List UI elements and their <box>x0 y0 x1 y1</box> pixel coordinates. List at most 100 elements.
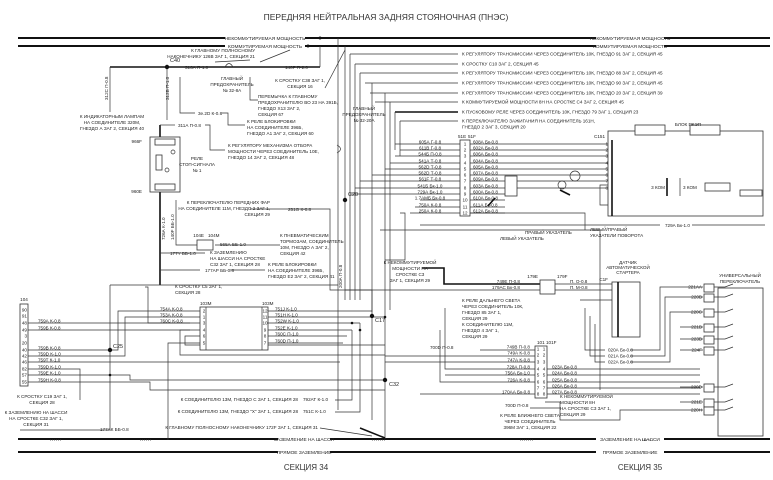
label-sensor-wires-0: 020А Бк-0.8 <box>608 348 633 353</box>
label-connector-101-left-wires-3: 728А П-0.8 <box>507 365 531 370</box>
label-connector-104-pins-6: 40 <box>22 348 28 353</box>
splice-c32-dot <box>382 377 388 383</box>
label-pkep-block-pins-4: 5 <box>605 167 608 172</box>
label-wires-left-w3e2d: 3е.2D К-0.8 <box>198 111 223 116</box>
label-connector-101-right-wires-4: 024А Бк-0.8 <box>552 371 577 376</box>
label-connector-104-wires-8: 759Т К-1.0 <box>38 358 61 363</box>
label-wires-left-w565a: 565А ББ-1.0 <box>220 242 246 247</box>
label-connector-101-pin-right: 2 <box>543 353 546 358</box>
label-notes-right-low-beam-0: К РЕЛЕ БЛИЖНЕГО СВЕТА <box>500 413 561 418</box>
universal-switch-connector <box>703 293 715 303</box>
label-connector-179-right-wires-1: П. М-0.8 <box>570 285 588 290</box>
label-connector-101-pin-right: 6 <box>543 380 546 385</box>
label-connector-51-pins-5: 6 <box>464 173 467 178</box>
label-wires-left-w251g: 251G К-0.8 <box>288 207 312 212</box>
label-connector-101-pin-right: 4 <box>543 367 546 372</box>
label-connector-51-left-wires-6: 561F Т-0.8 <box>419 177 442 182</box>
label-notes-left-interlock-relay-a1-1: НА СОЕДИНИТЕЛЕ 396Б, <box>247 125 303 130</box>
label-pkep-block-pins-5: 6 <box>605 173 608 178</box>
label-connector-51-right-wires-1: 602А Бк-0.8 <box>473 146 498 151</box>
label-universal-switch-connectors-4: 223В <box>691 337 702 342</box>
connector-179-body <box>539 279 556 295</box>
connector-104e-body <box>196 239 214 251</box>
label-pkep-block-pins-0: 1 <box>605 142 608 147</box>
label-splices-c20: C20 <box>348 192 358 198</box>
label-connector-51-left-wires-1: 611В Г-0.8 <box>419 146 442 151</box>
label-connector-104-pins-9: 82 <box>22 367 28 372</box>
label-sensor-connector: С1F <box>599 277 608 282</box>
label-connector-104-pins-5: 20 <box>22 341 28 346</box>
wires <box>20 38 765 440</box>
bus-uncommutated-label-left: НЕКОММУТИРУЕМАЯ МОЩНОСТЬ <box>225 36 306 42</box>
label-notes-left-chassis-c32-31-1: НА СРОСТКЕ С32 ЗАГ 1, <box>9 416 63 421</box>
label-connector-101-pins-0: 1 <box>537 347 540 352</box>
components <box>19 63 764 441</box>
universal-switch-connector <box>703 398 715 408</box>
label-relay-pins-top: 966F <box>132 139 143 144</box>
label-connector-51-pins-7: 8 <box>464 186 467 191</box>
label-connector-51-pins-2: 3 <box>464 154 467 159</box>
label-notes-left-interlock-relay-e2-1: НА СОЕДИНИТЕЛЕ 396Б, <box>268 268 324 273</box>
label-module-103-left-wires-1: 753А К-0.8 <box>160 313 183 318</box>
label-connector-104-wires-6: 759В К-0.8 <box>38 346 61 351</box>
bus-commutated-label-right: КОММУТИРУЕМАЯ МОЩНОСТЬ <box>593 44 667 50</box>
universal-switch-connector <box>703 283 715 293</box>
label-wires-left-w726a: 726А К-1.0 <box>161 217 166 240</box>
label-universal-switch-connectors-1: 220В <box>691 295 702 300</box>
label-pkep-block-pins-1: 2 <box>605 148 608 153</box>
label-notes-left-main-fuse-20-2: № 32-20А <box>353 118 375 123</box>
label-pkep-block-resistors-0: 3 КОМ <box>651 185 665 190</box>
label-notes-left-interlock-relay-a1-2: ГНЕЗДО А1 ЗАГ 2, СЕКЦИЯ 60 <box>247 131 314 136</box>
label-notes-left-conn13m-x: К СОЕДИНИТЕЛЮ 13М, ГНЕЗДО "Х" ЗАГ 1, СЕК… <box>178 409 299 414</box>
label-notes-right-top-2: К РЕГУЛЯТОРУ ТРАНСМИССИИ ЧЕРЕЗ СОЕДИНИТЕ… <box>462 71 663 76</box>
label-universal-switch-connectors-7: 221Е <box>691 400 702 405</box>
label-notes-right-top-0: К РЕГУЛЯТОРУ ТРАНСМИССИИ ЧЕРЕЗ СОЕДИНИТЕ… <box>462 52 663 57</box>
label-connector-104-wires-10: 759Е К-1.0 <box>38 371 61 376</box>
label-notes-right-uncommutated-8h-3: СЕКЦИЯ 29 <box>560 412 586 417</box>
turn-signal-lamp <box>569 170 581 182</box>
label-notes-left-main-lug-bottom: К ГЛАВНОМУ ПОЛНОСНОМУ НАКОНЕЧНИКУ 172F З… <box>165 425 318 430</box>
label-notes-right-uncommutated-8h-2: НА СРОСТКЕ С3 ЗАГ 1, <box>560 406 611 411</box>
label-connector-51-right-wires-10: 611А Бк-0.8 <box>473 203 498 208</box>
section-35-label: СЕКЦИЯ 35 <box>618 463 663 472</box>
label-notes-right-conn11m-2: СЕКЦИЯ 29 <box>462 334 488 339</box>
label-connector-51-right-wires-3: 604А Бк-0.8 <box>473 159 498 164</box>
label-connector-51-left-wires-0: 605А Г-0.8 <box>419 140 442 145</box>
label-notes-left-jumper-1: ПРЕДОХРАНИТЕЛЮ ВО 23 НА 391Б, <box>258 100 338 105</box>
label-connector-101-pin-right: 8 <box>543 392 546 397</box>
label-notes-right-top-6: К ПУСКОВОМУ РЕЛЕ ЧЕРЕЗ СОЕДИНИТЕЛЬ 10К, … <box>462 110 639 115</box>
bus-lines <box>18 37 770 47</box>
label-connector-104-pins-11: 55 <box>22 380 28 385</box>
connector-101-body <box>534 345 548 399</box>
label-module-103-right-wires-2: 752W К-1.0 <box>275 319 299 324</box>
label-connector-101-labels-1: 101F <box>546 340 557 345</box>
label-notes-left-headlight-switch-0: К ПЕРЕКЛЮЧАТЕЛЮ ПЕРЕДНИХ ФАР <box>187 200 270 205</box>
label-pkep-block-pins-3: 4 <box>605 161 608 166</box>
label-connector-101-left-wires-2: 747А К-0.8 <box>507 358 530 363</box>
label-connector-101-pins-5: 6 <box>537 380 540 385</box>
label-connector-51-left-wires-4: 562D Т-0.8 <box>419 165 442 170</box>
label-notes-left-main-fuse-20-0: ГЛАВНЫЙ <box>353 104 375 111</box>
label-splices-c25: C25 <box>113 344 123 350</box>
label-connector-101-pin-right: 7 <box>543 386 546 391</box>
label-universal-switch-title-0: УНИВЕРСАЛЬНЫЙ <box>719 271 761 278</box>
label-notes-right-top-4: К РЕГУЛЯТОРУ ТРАНСМИССИИ ЧЕРЕЗ СОЕДИНИТЕ… <box>462 91 663 96</box>
ground-chassis-label-right: ЗАЗЕМЛЕНИЕ НА ШАССИ <box>600 437 660 443</box>
label-notes-left-splice-c5-1: СЕКЦИЯ 28 <box>175 290 201 295</box>
label-notes-right-high-beam-3: СЕКЦИЯ 29 <box>462 316 488 321</box>
label-connector-101-pins-6: 7 <box>537 386 540 391</box>
section-34-label: СЕКЦИЯ 34 <box>284 463 329 472</box>
ground-direct-label-left: ПРЯМОЕ ЗАЗЕМЛЕНИЕ <box>277 450 332 456</box>
label-connector-51-left-wires-9: 1.7АМБ Бк-0.8 <box>415 196 446 201</box>
label-connector-51-right-wires-4: 605А Бк-0.8 <box>473 165 498 170</box>
label-universal-switch-connectors-5: 224F <box>692 348 703 353</box>
label-connector-104-pins-4: 3 <box>24 334 27 339</box>
label-connector-101-right-wires-5: 025А Бк-0.8 <box>552 378 577 383</box>
label-connector-101-pins-2: 3 <box>537 360 540 365</box>
diagram-labels: ПЕРЕДНЯЯ НЕЙТРАЛЬНАЯ ЗАДНЯЯ СТОЯНОЧНАЯ (… <box>5 11 761 472</box>
label-notes-left-jumper-3: СЕКЦИЯ 67 <box>258 112 284 117</box>
label-wires-left-w140f: 140F П-2.0 <box>285 65 308 70</box>
label-module-103-right-label: 103М <box>262 301 274 306</box>
label-sensor-wires-2: 022А Бк-0.8 <box>608 360 633 365</box>
